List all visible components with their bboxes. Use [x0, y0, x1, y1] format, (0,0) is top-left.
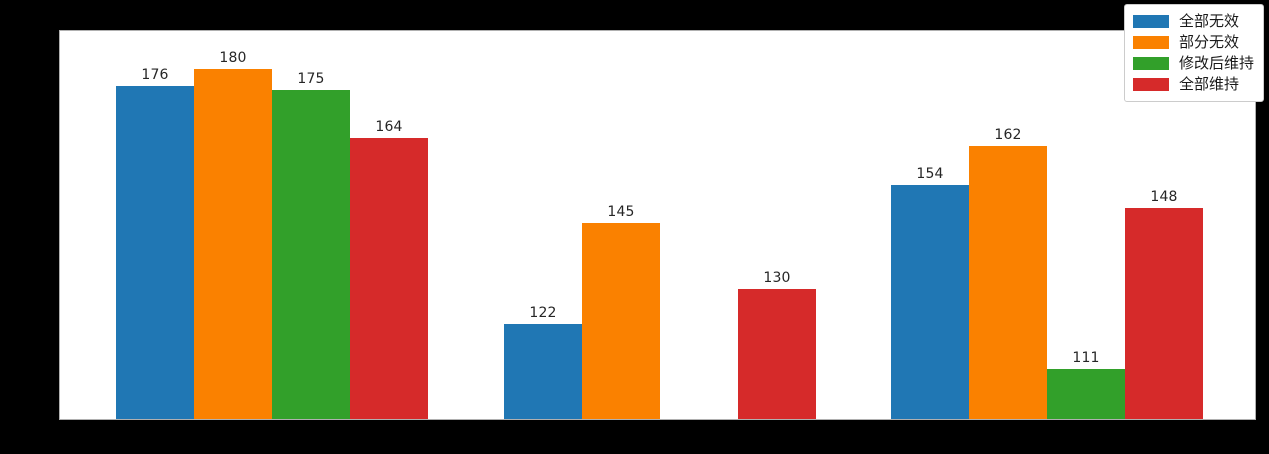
legend-item[interactable]: 全部无效: [1132, 11, 1254, 32]
legend-item[interactable]: 修改后维持: [1132, 53, 1254, 74]
plot-area: 176 180 175 164 122 145 130 154 162 111 148: [59, 30, 1256, 420]
bar-g1s3: [272, 90, 350, 419]
bar-g3s4: [1125, 208, 1203, 419]
bar-value-label: 176: [141, 67, 169, 83]
chart-legend[interactable]: 全部无效 部分无效 修改后维持 全部维持: [1123, 4, 1264, 102]
legend-swatch-icon: [1132, 78, 1169, 91]
legend-item-label: 全部无效: [1178, 12, 1239, 30]
bar-g1s2: [194, 69, 272, 419]
bar-g2s1: [504, 324, 582, 419]
bar-g1s4: [350, 138, 428, 419]
legend-swatch-icon: [1132, 36, 1169, 49]
bar-value-label: 145: [607, 204, 635, 220]
bar-g1s1: [116, 86, 194, 419]
bar-value-label: 180: [219, 50, 247, 66]
bar-g3s3: [1047, 369, 1125, 419]
legend-swatch-icon: [1132, 57, 1169, 70]
bar-value-label: 111: [1072, 350, 1100, 366]
bar-g2s2: [582, 223, 660, 419]
bar-value-label: 162: [994, 127, 1022, 143]
bar-value-label: 148: [1150, 189, 1178, 205]
legend-item-label: 部分无效: [1178, 33, 1239, 51]
legend-item-label: 修改后维持: [1178, 54, 1254, 72]
bar-value-label: 154: [916, 166, 944, 182]
legend-item[interactable]: 全部维持: [1132, 74, 1254, 95]
legend-swatch-icon: [1132, 15, 1169, 28]
legend-item[interactable]: 部分无效: [1132, 32, 1254, 53]
bar-g3s1: [891, 185, 969, 419]
bar-value-label: 164: [375, 119, 403, 135]
bar-value-label: 175: [297, 71, 325, 87]
legend-item-label: 全部维持: [1178, 75, 1239, 93]
bar-value-label: 122: [529, 305, 557, 321]
bar-g3s2: [969, 146, 1047, 419]
bar-g2s4: [738, 289, 816, 419]
bar-value-label: 130: [763, 270, 791, 286]
